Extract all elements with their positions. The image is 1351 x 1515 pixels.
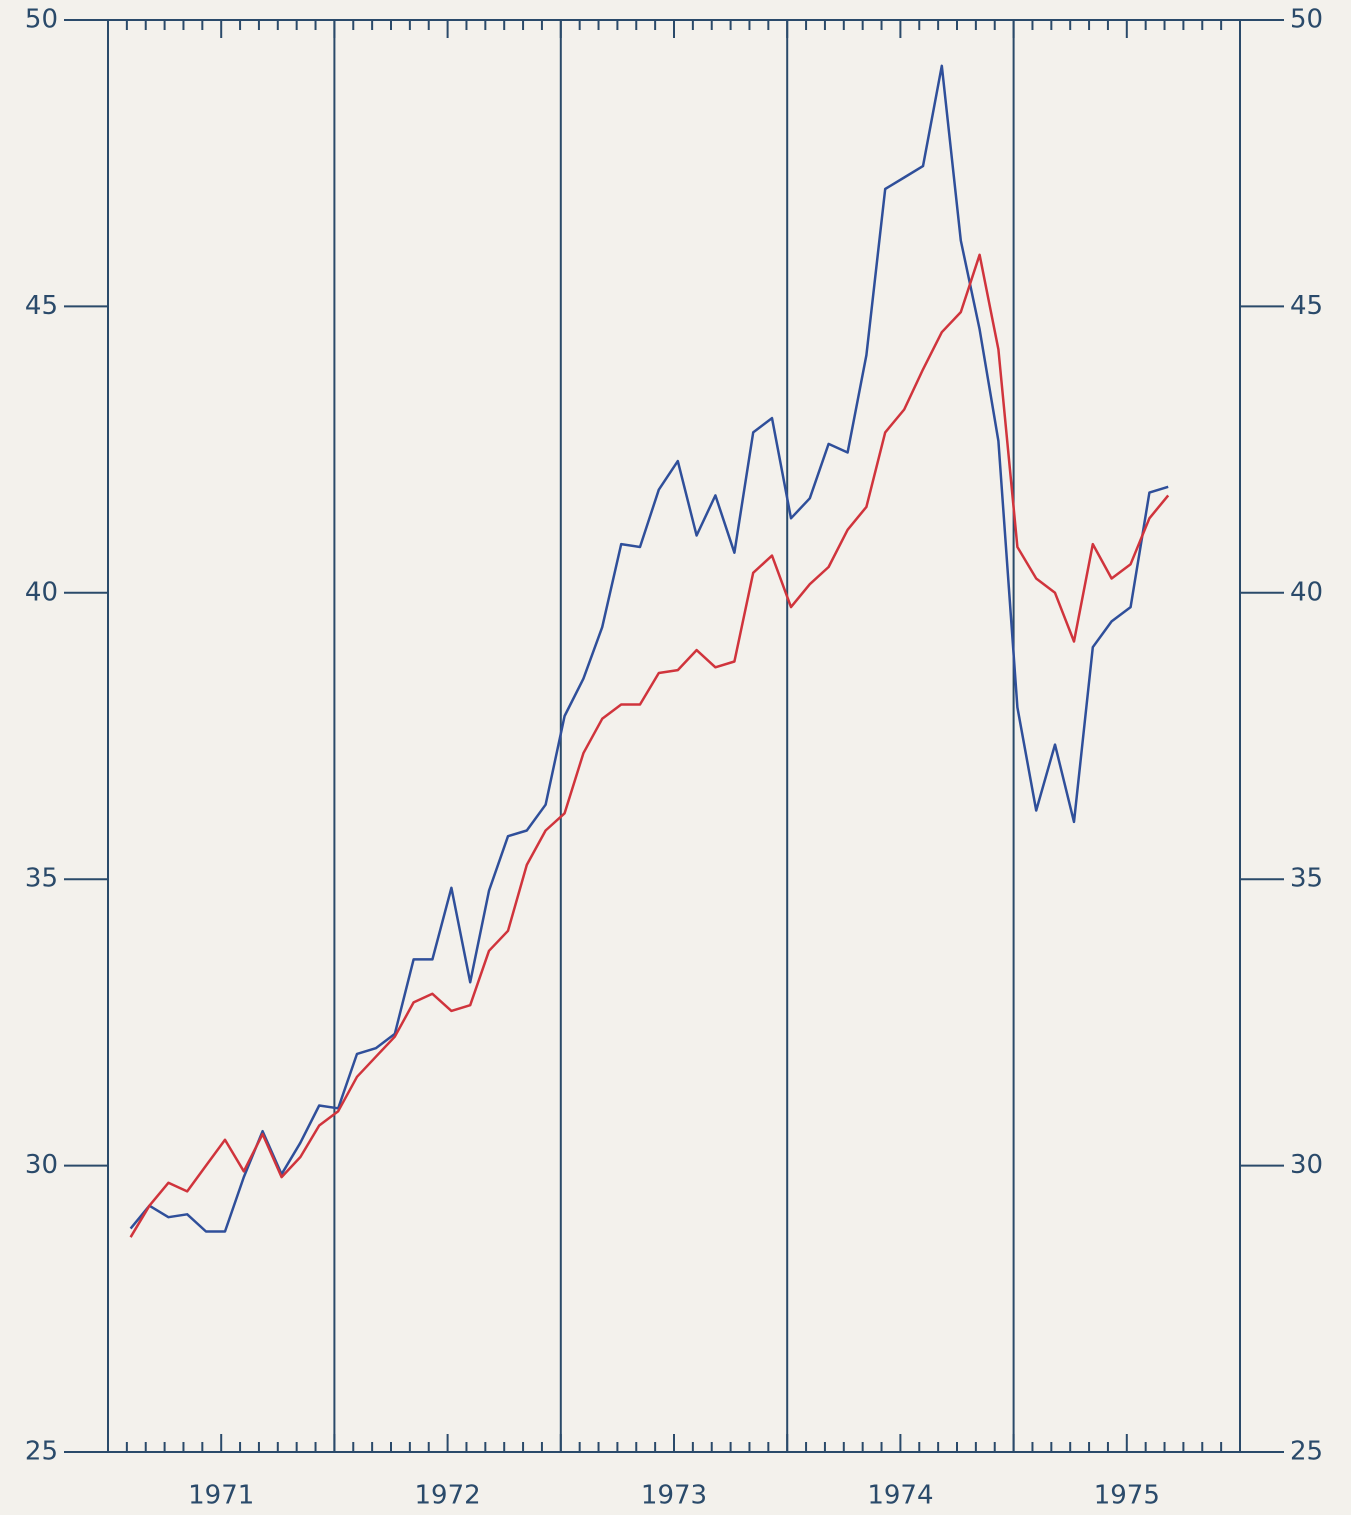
y-tick-label: 35 — [25, 864, 58, 894]
y-tick-label: 30 — [25, 1150, 58, 1180]
series-line — [129, 253, 1170, 1238]
y2-tick-label: 45 — [1290, 291, 1323, 321]
x-tick-label: 1975 — [1094, 1481, 1160, 1511]
series-line — [129, 64, 1169, 1233]
y2-tick-label: 25 — [1290, 1437, 1323, 1467]
plot-frame — [107, 19, 1241, 1453]
x-tick-label: 1973 — [641, 1481, 707, 1511]
x-tick-label: 1971 — [188, 1481, 254, 1511]
y2-tick-label: 35 — [1290, 864, 1323, 894]
y-tick-label: 45 — [25, 291, 58, 321]
y-tick-label: 40 — [25, 577, 58, 607]
y2-tick-label: 30 — [1290, 1150, 1323, 1180]
x-tick-label: 1972 — [415, 1481, 481, 1511]
y2-tick-label: 40 — [1290, 577, 1323, 607]
x-tick-label: 1974 — [867, 1481, 933, 1511]
y-tick-label: 50 — [25, 5, 58, 35]
y2-tick-label: 50 — [1290, 5, 1323, 35]
y-tick-label: 25 — [25, 1437, 58, 1467]
